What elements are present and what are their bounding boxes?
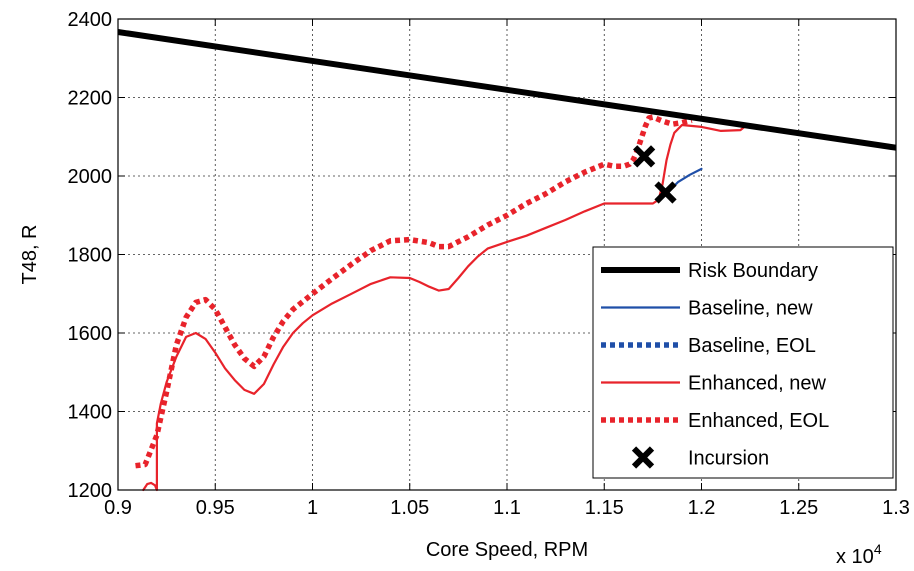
legend-label: Risk Boundary [688,260,818,282]
y-tick-label: 1400 [68,402,113,424]
y-tick-label: 2000 [68,166,113,188]
legend-box [592,246,894,479]
x-axis-label: Core Speed, RPM [426,539,588,561]
legend: Risk Boundary Baseline, new Baseline, EOL E… [592,246,894,479]
incursion-marker-stroke [654,181,677,204]
legend-item-baseline-new: Baseline, new [601,298,813,320]
y-tick-label: 1600 [68,323,113,345]
legend-item-incursion: Incursion [631,446,769,470]
series-line-risk-boundary [117,29,897,151]
legend-label: Enhanced, new [688,373,826,395]
tick-labels: 0.9 0.95 1 1.05 1.1 1.15 1.2 1.25 1.3 1200 1400 160… [68,9,910,519]
x-tick-label: 0.95 [196,497,235,519]
legend-item-enhanced-eol: Enhanced, EOL [601,410,829,432]
legend-item-risk-boundary: Risk Boundary [601,260,818,282]
x-axis-multiplier-exponent: 4 [874,541,882,557]
incursion-marker [633,145,656,168]
x-tick-label: 1.15 [585,497,624,519]
legend-label: Enhanced, EOL [688,410,829,432]
y-axis-label: T48, R [19,224,41,284]
x-tick-label: 1.3 [882,497,910,519]
y-tick-label: 2400 [68,9,113,31]
x-tick-label: 1.05 [390,497,429,519]
y-tick-label: 1800 [68,245,113,267]
legend-label: Incursion [688,448,769,470]
legend-label: Baseline, new [688,298,813,320]
incursion-marker [654,181,677,204]
legend-label: Baseline, EOL [688,335,816,357]
x-tick-label: 1 [307,497,318,519]
plot-area [117,29,897,492]
incursion-marker-stroke [633,145,656,168]
y-tick-label: 1200 [68,480,113,502]
legend-item-baseline-eol: Baseline, EOL [601,335,816,357]
x-axis-multiplier-base: x 10 [836,546,874,568]
x-tick-label: 1.25 [779,497,818,519]
x-axis-multiplier: x 104 [836,541,882,568]
x-tick-label: 0.9 [104,497,132,519]
x-tick-label: 1.1 [493,497,521,519]
y-tick-label: 2200 [68,88,113,110]
legend-marker [631,446,655,469]
legend-item-enhanced-new: Enhanced, new [601,373,826,395]
x-tick-label: 1.2 [688,497,716,519]
